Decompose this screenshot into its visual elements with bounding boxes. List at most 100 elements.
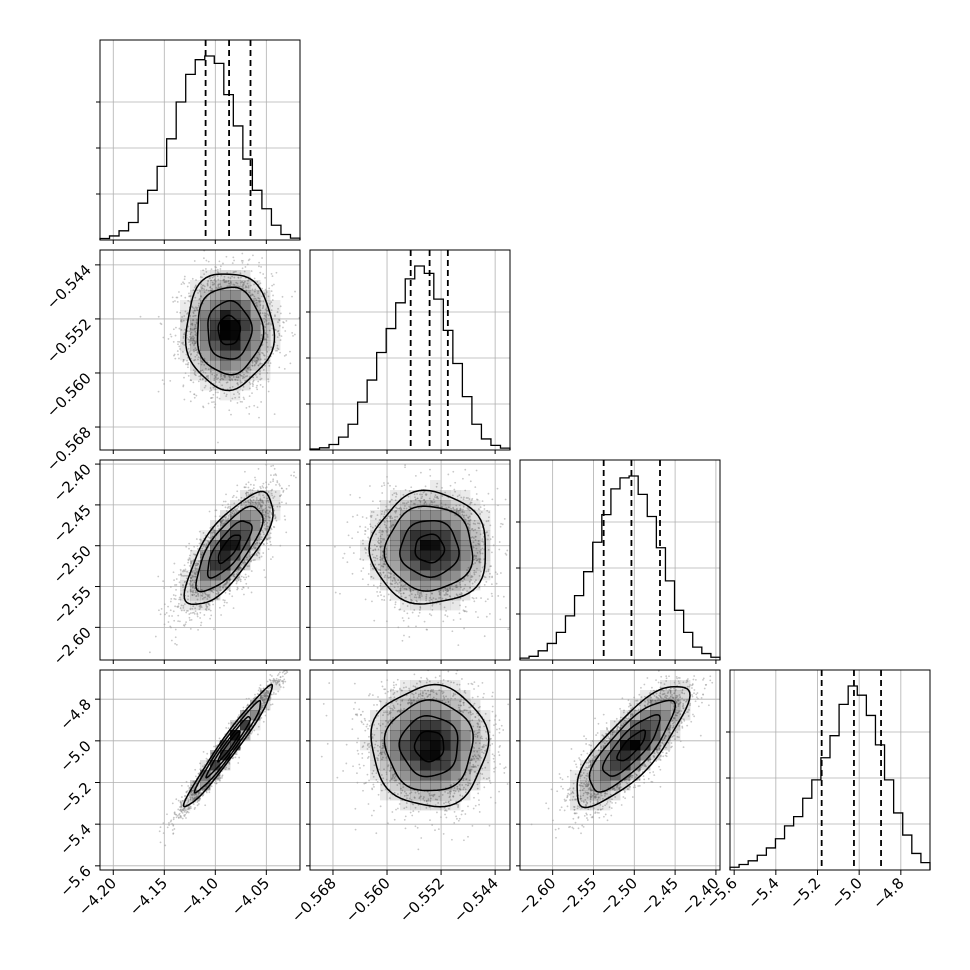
sample-point [346,521,349,524]
sample-point [380,751,383,754]
sample-point [425,681,428,684]
sample-point [262,700,265,703]
sample-point [450,681,453,684]
panel-1-3 [148,456,300,654]
sample-point [371,772,374,775]
density-cell [230,310,241,321]
sample-point [194,306,197,309]
sample-point [214,278,216,281]
sample-point [451,838,453,841]
density-cell [240,340,251,351]
sample-point [262,494,264,497]
sample-point [281,671,284,674]
sample-point [262,306,265,308]
sample-point [413,673,416,676]
density-cell [440,520,451,531]
sample-point [488,511,491,514]
sample-point [192,803,195,806]
sample-point [268,287,271,290]
sample-point [288,456,290,458]
density-cell [430,720,441,731]
sample-point [256,360,259,363]
density-cell [260,290,271,301]
sample-point [438,795,441,798]
sample-point [199,378,201,381]
sample-point [369,547,372,550]
sample-point [521,528,523,530]
sample-point [455,593,458,596]
sample-point [366,744,369,747]
sample-point [405,806,408,809]
density-cell [200,770,211,781]
sample-point [170,597,173,600]
sample-point [259,370,261,373]
sample-point [265,509,268,511]
sample-point [199,624,202,627]
sample-point [407,702,409,704]
density-cell [430,560,441,571]
sample-point [211,276,214,279]
sample-point [246,375,249,377]
contour-3 [383,505,474,592]
sample-point [221,776,223,779]
sample-point [193,780,195,783]
sample-point [273,514,276,517]
sample-point [486,738,489,741]
sample-point [264,513,266,516]
sample-point [437,662,439,664]
density-cell [450,710,461,721]
density-cell [470,700,481,711]
sample-point [270,474,272,477]
sample-point [379,700,382,703]
sample-point [485,730,487,733]
sample-point [242,706,245,709]
sample-point [194,591,197,594]
sample-point [262,273,265,275]
density-cell [210,570,221,581]
sample-point [383,563,386,565]
sample-point [372,809,375,812]
sample-point [294,290,296,293]
sample-point [205,289,208,291]
sample-point [385,548,388,550]
sample-point [475,567,478,570]
sample-point [394,603,397,606]
sample-point [616,727,619,730]
sample-point [458,683,461,686]
sample-point [181,808,184,811]
sample-point [407,794,409,797]
sample-point [177,816,180,819]
sample-point [387,690,389,693]
sample-point [190,339,193,342]
density-cell [400,550,411,561]
sample-point [243,373,245,376]
sample-point [180,604,183,607]
sample-point [232,510,235,512]
sample-point [386,574,389,577]
sample-point [368,742,370,745]
sample-point [410,486,413,489]
sample-point [434,804,437,807]
sample-point [390,767,393,769]
density-cell [200,300,211,311]
sample-point [383,595,386,598]
sample-point [267,314,270,317]
sample-point [258,265,260,268]
sample-point [475,733,477,736]
sample-point [475,531,478,534]
sample-point [392,684,395,687]
sample-point [488,719,491,722]
sample-point [178,598,181,601]
sample-point [438,597,440,599]
sample-point [186,590,189,593]
sample-point [480,570,482,573]
sample-point [371,526,374,529]
sample-point [283,355,286,357]
sample-point [380,752,383,755]
sample-point [392,775,395,778]
sample-point [180,294,183,297]
sample-point [494,766,497,769]
sample-point [372,556,375,559]
sample-point [478,527,480,530]
density-cell [220,320,231,331]
